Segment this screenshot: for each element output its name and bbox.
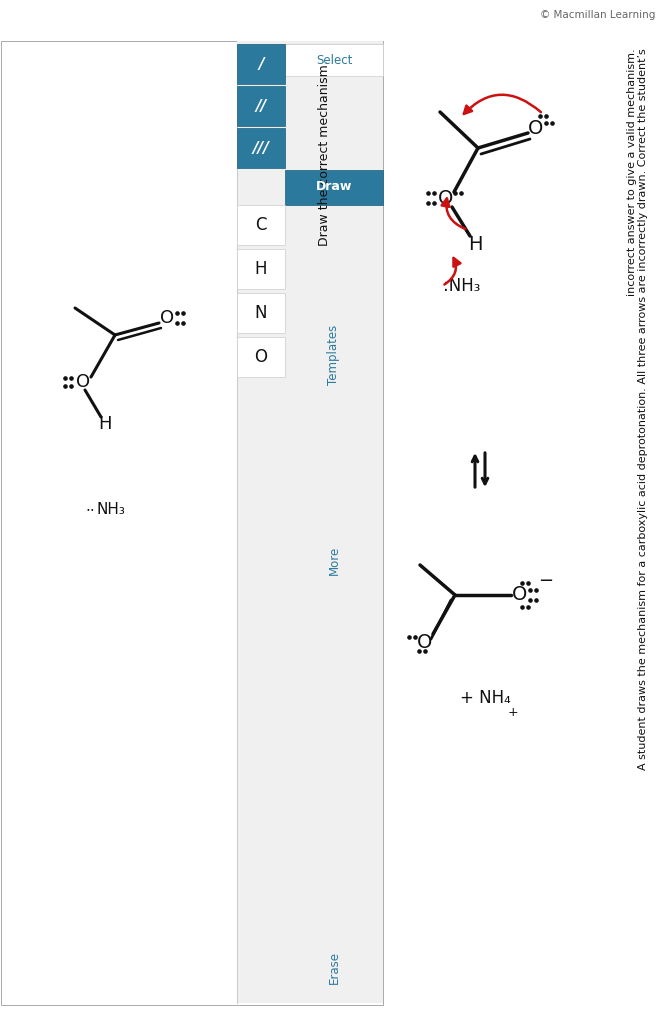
FancyArrowPatch shape	[442, 199, 465, 229]
FancyArrowPatch shape	[444, 258, 460, 285]
Bar	[285, 44, 383, 76]
Bar	[237, 293, 285, 333]
Text: H: H	[255, 260, 267, 278]
Text: ///: ///	[253, 140, 269, 156]
Text: N: N	[255, 304, 267, 322]
Text: Draw: Draw	[316, 180, 352, 194]
Text: Templates: Templates	[327, 325, 340, 385]
Text: /: /	[258, 56, 264, 72]
Text: +: +	[507, 706, 518, 719]
Text: −: −	[539, 572, 553, 590]
Bar	[237, 44, 285, 84]
Text: O: O	[512, 586, 528, 604]
Text: © Macmillan Learning: © Macmillan Learning	[539, 10, 655, 20]
Bar	[237, 249, 285, 289]
Bar	[237, 41, 383, 1002]
Text: //: //	[255, 98, 267, 114]
Text: + NH₄: + NH₄	[460, 689, 511, 707]
Text: Select: Select	[316, 53, 352, 67]
Text: C: C	[255, 216, 267, 234]
Text: incorrect answer to give a valid mechanism.: incorrect answer to give a valid mechani…	[627, 48, 637, 296]
Text: More: More	[327, 546, 340, 574]
Text: A student draws the mechanism for a carboxylic acid deprotonation. All three arr: A student draws the mechanism for a carb…	[638, 48, 648, 770]
Bar	[237, 128, 285, 168]
Text: O: O	[160, 309, 174, 327]
Text: H: H	[467, 234, 482, 254]
Text: :NH₃: :NH₃	[444, 278, 481, 295]
Text: O: O	[438, 188, 454, 208]
Text: O: O	[528, 119, 544, 137]
Bar	[237, 205, 285, 245]
FancyArrowPatch shape	[464, 95, 541, 114]
Text: H: H	[98, 415, 112, 433]
Bar	[1, 41, 383, 1005]
Text: NH₃: NH₃	[97, 503, 126, 517]
Bar	[237, 337, 285, 377]
Text: Draw the correct mechanism.: Draw the correct mechanism.	[319, 60, 331, 246]
Text: Erase: Erase	[327, 951, 340, 984]
Text: O: O	[255, 348, 267, 366]
Text: ⋅⋅: ⋅⋅	[85, 503, 95, 517]
Text: O: O	[76, 373, 90, 391]
Bar	[237, 86, 285, 126]
Bar	[285, 170, 383, 205]
Text: O: O	[418, 633, 433, 651]
